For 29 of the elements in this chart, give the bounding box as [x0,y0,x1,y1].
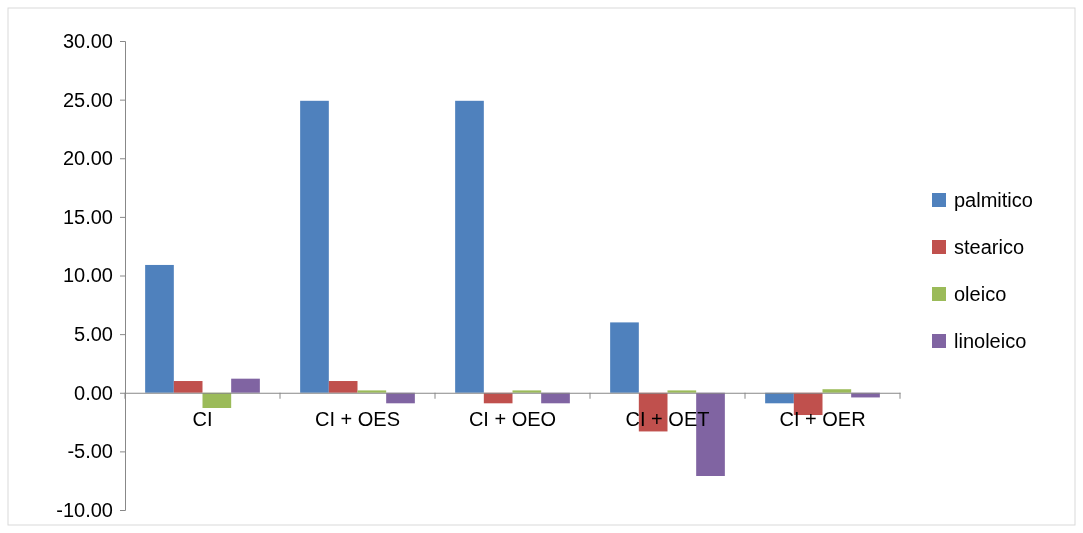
x-tick-label: CI + OES [314,407,401,430]
y-tick-label: -5.00 [67,440,113,463]
bar [145,264,174,393]
bar [357,390,387,393]
y-tick-label: -10.00 [56,498,113,521]
bar [610,322,639,393]
y-tick-label: 10.00 [62,264,113,287]
bar [202,392,232,408]
y-tick-label: 25.00 [62,88,113,111]
legend-label: linoleico [954,330,1027,352]
y-tick-label: 30.00 [62,29,113,52]
x-tick-label: CI [192,407,213,430]
bar [455,100,484,393]
y-tick-label: 5.00 [74,323,113,346]
legend-label: stearico [954,236,1025,258]
y-tick-label: 20.00 [62,147,113,170]
bar [822,389,852,393]
bar [231,378,260,393]
bar [483,392,513,404]
bar [512,390,542,393]
y-tick-label: 15.00 [62,205,113,228]
legend-label: palmitico [954,189,1033,211]
bar [300,100,329,393]
legend-label: oleico [954,283,1007,305]
x-tick-label: CI + OEO [468,407,557,430]
bar [667,390,697,393]
y-tick-label: 0.00 [74,381,113,404]
bar [328,381,358,393]
bar [173,381,203,393]
